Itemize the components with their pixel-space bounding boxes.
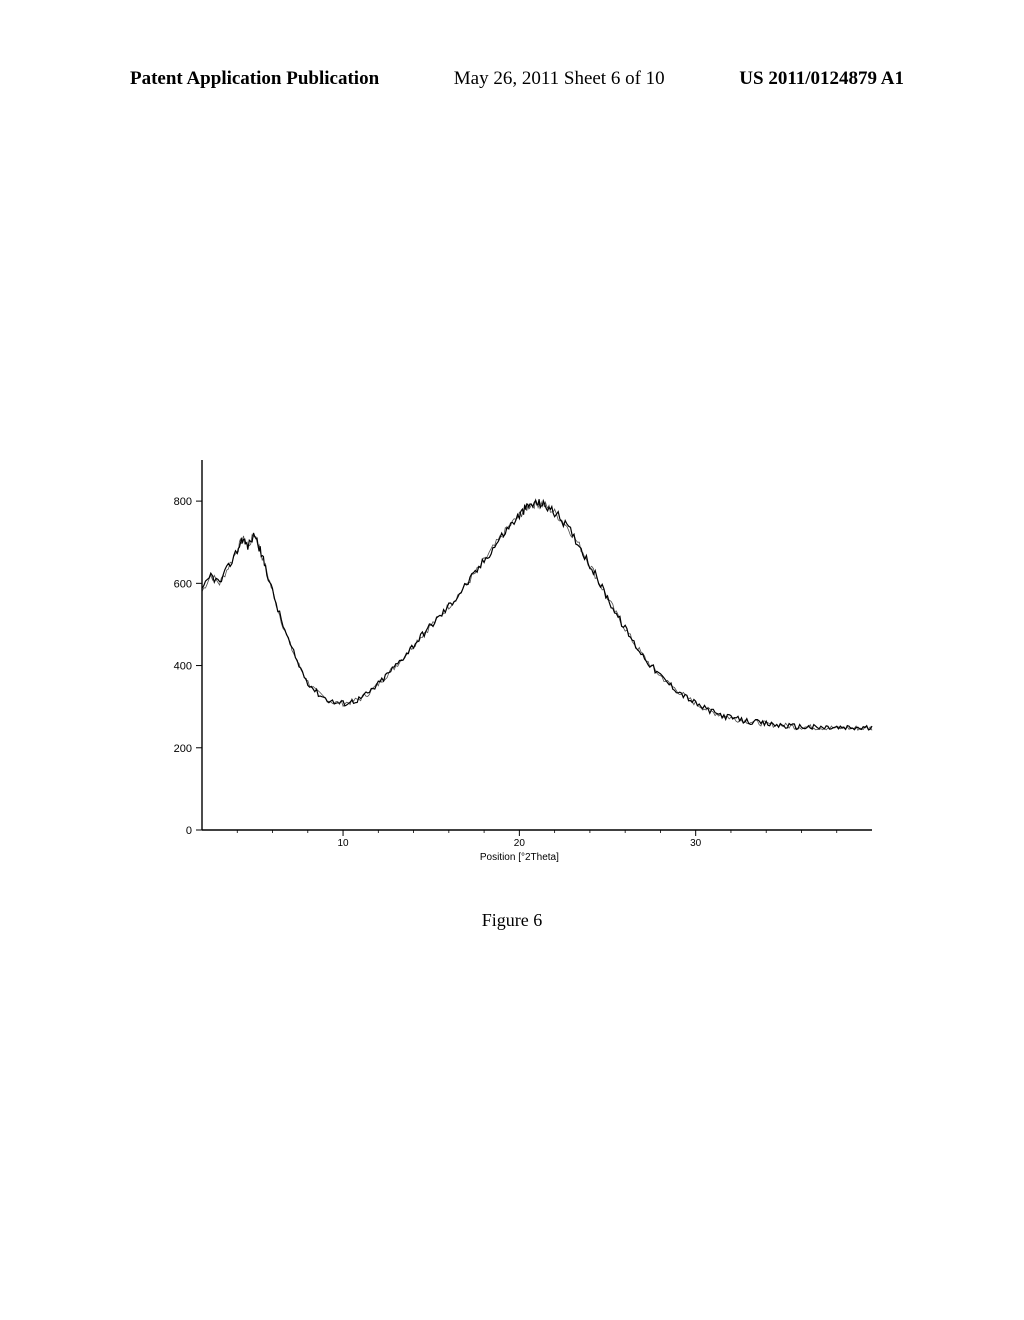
- page-header: Patent Application Publication May 26, 2…: [0, 68, 1024, 90]
- svg-text:30: 30: [690, 838, 702, 849]
- svg-text:400: 400: [174, 661, 192, 673]
- svg-text:800: 800: [174, 496, 192, 508]
- chart-svg: 0 200 400 600 800 10 20 30 Position [°2Theta]: [152, 450, 882, 880]
- svg-text:Position [°2Theta]: Position [°2Theta]: [480, 852, 559, 863]
- header-publication: Patent Application Publication: [130, 68, 379, 90]
- xrd-chart: 0 200 400 600 800 10 20 30 Position [°2Theta]: [152, 450, 882, 880]
- svg-text:0: 0: [186, 825, 192, 837]
- svg-text:20: 20: [514, 838, 526, 849]
- svg-text:200: 200: [174, 743, 192, 755]
- svg-text:10: 10: [337, 838, 349, 849]
- figure-label: Figure 6: [0, 910, 1024, 931]
- svg-text:600: 600: [174, 578, 192, 590]
- header-date-sheet: May 26, 2011 Sheet 6 of 10: [454, 68, 665, 90]
- header-patent-number: US 2011/0124879 A1: [739, 68, 904, 90]
